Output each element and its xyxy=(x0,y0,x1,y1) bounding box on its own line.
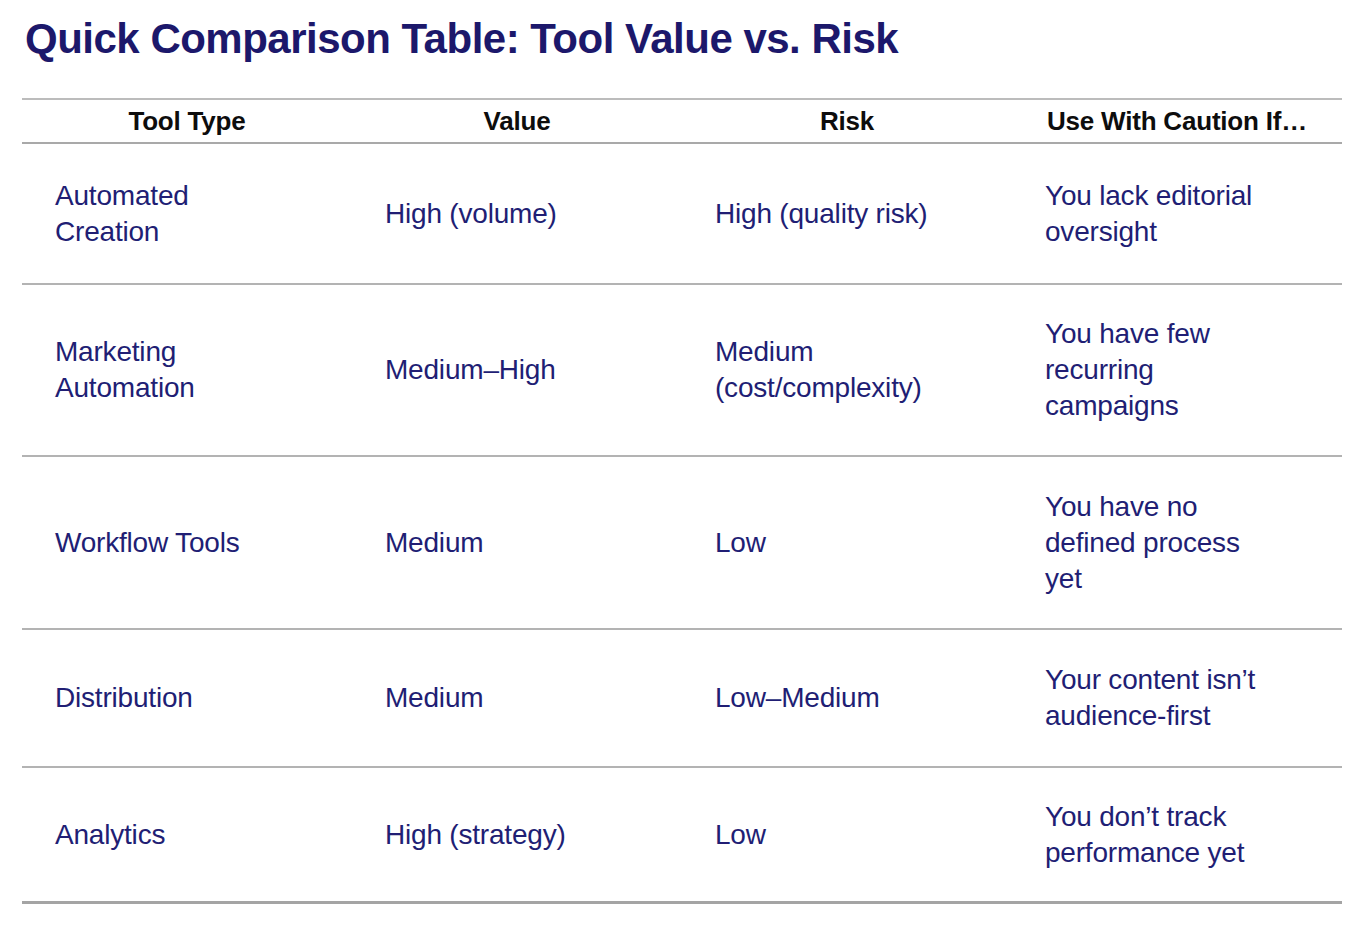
column-header-tool-type: Tool Type xyxy=(22,99,352,143)
column-header-risk: Risk xyxy=(682,99,1012,143)
cell-risk: High (quality risk) xyxy=(682,143,1012,284)
cell-caution: Your content isn’t audience-first xyxy=(1012,629,1342,767)
cell-caution: You don’t track performance yet xyxy=(1012,767,1342,903)
table-row-automated-creation: Automated Creation High (volume) High (q… xyxy=(22,143,1342,284)
cell-tool-type: Analytics xyxy=(22,767,352,903)
cell-tool-type: Marketing Automation xyxy=(22,284,352,456)
cell-risk: Low–Medium xyxy=(682,629,1012,767)
cell-caution: You have no defined process yet xyxy=(1012,456,1342,629)
cell-risk: Low xyxy=(682,456,1012,629)
comparison-table: Tool Type Value Risk Use With Caution If… xyxy=(22,98,1342,904)
table-row-marketing-automation: Marketing Automation Medium–High Medium … xyxy=(22,284,1342,456)
cell-tool-type: Automated Creation xyxy=(22,143,352,284)
cell-value: Medium xyxy=(352,456,682,629)
column-header-use-with-caution: Use With Caution If… xyxy=(1012,99,1342,143)
cell-risk: Medium (cost/complexity) xyxy=(682,284,1012,456)
cell-caution: You lack editorial oversight xyxy=(1012,143,1342,284)
cell-value: Medium–High xyxy=(352,284,682,456)
header-row: Tool Type Value Risk Use With Caution If… xyxy=(22,99,1342,143)
column-header-value: Value xyxy=(352,99,682,143)
cell-risk: Low xyxy=(682,767,1012,903)
cell-tool-type: Distribution xyxy=(22,629,352,767)
table-row-distribution: Distribution Medium Low–Medium Your cont… xyxy=(22,629,1342,767)
cell-value: High (strategy) xyxy=(352,767,682,903)
cell-value: High (volume) xyxy=(352,143,682,284)
page-title: Quick Comparison Table: Tool Value vs. R… xyxy=(25,14,1370,64)
cell-tool-type: Workflow Tools xyxy=(22,456,352,629)
table-row-analytics: Analytics High (strategy) Low You don’t … xyxy=(22,767,1342,903)
cell-caution: You have few recurring campaigns xyxy=(1012,284,1342,456)
table-row-workflow-tools: Workflow Tools Medium Low You have no de… xyxy=(22,456,1342,629)
cell-value: Medium xyxy=(352,629,682,767)
